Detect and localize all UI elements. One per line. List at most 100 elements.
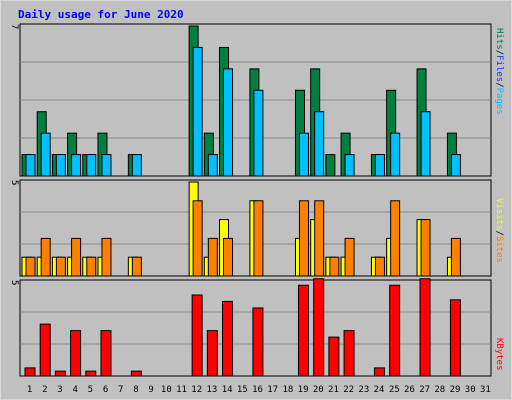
x-tick-label: 7 (118, 385, 123, 395)
legend: KBytes (494, 338, 504, 371)
bar-pages-day-20 (314, 111, 325, 177)
bar-kbytes-day-5 (85, 370, 97, 377)
bar-kbytes-day-1 (24, 367, 36, 377)
legend-hits: Hits (494, 28, 504, 50)
legend-sep: / (494, 82, 504, 87)
bar-sites-day-27 (420, 219, 431, 277)
x-tick-label: 14 (222, 385, 233, 395)
bar-pages-day-4 (71, 154, 82, 177)
x-tick-label: 12 (191, 385, 202, 395)
bar-sites-day-4 (71, 237, 82, 277)
x-tick-label: 17 (267, 385, 278, 395)
bar-kbytes-day-3 (54, 370, 66, 377)
legend-sep: / (494, 50, 504, 55)
x-tick-label: 30 (465, 385, 476, 395)
x-tick-label: 2 (42, 385, 47, 395)
bar-kbytes-day-8 (130, 370, 142, 377)
bar-pages-day-25 (390, 132, 401, 177)
bar-kbytes-day-19 (297, 284, 309, 377)
chart-title: Daily usage for June 2020 (18, 8, 184, 21)
bar-pages-day-5 (86, 154, 97, 177)
legend: Visits/Sites (494, 198, 504, 263)
bar-pages-day-22 (344, 154, 355, 177)
bar-pages-day-6 (101, 154, 112, 177)
bar-sites-day-16 (253, 200, 264, 277)
x-tick-label: 1 (27, 385, 32, 395)
bar-sites-day-22 (344, 237, 355, 277)
bar-sites-day-14 (223, 237, 234, 277)
bar-kbytes-day-29 (449, 299, 461, 377)
bar-sites-day-8 (131, 256, 142, 277)
x-tick-label: 11 (176, 385, 187, 395)
bar-pages-day-27 (420, 111, 431, 177)
legend-pages: Pages (494, 88, 504, 115)
bar-pages-day-1 (25, 154, 36, 177)
x-tick-label: 4 (72, 385, 77, 395)
legend-kbytes: KBytes (494, 338, 504, 371)
x-tick-label: 31 (480, 385, 491, 395)
bar-sites-day-24 (374, 256, 385, 277)
bar-sites-day-25 (390, 200, 401, 277)
bar-sites-day-13 (207, 237, 218, 277)
x-tick-label: 13 (206, 385, 217, 395)
bar-pages-day-12 (192, 46, 203, 177)
bar-kbytes-day-21 (328, 336, 340, 377)
bar-sites-day-19 (298, 200, 309, 277)
y-tick-label: 7 (9, 24, 19, 29)
bar-kbytes-day-13 (206, 330, 218, 377)
x-tick-label: 16 (252, 385, 263, 395)
bar-sites-day-1 (25, 256, 36, 277)
bar-pages-day-16 (253, 89, 264, 177)
bar-sites-day-29 (450, 237, 461, 277)
x-tick-label: 19 (298, 385, 309, 395)
bar-sites-day-20 (314, 200, 325, 277)
x-tick-label: 22 (343, 385, 354, 395)
bar-kbytes-day-2 (39, 323, 51, 377)
x-tick-label: 3 (57, 385, 62, 395)
legend-sites: Sites (494, 236, 504, 263)
bar-kbytes-day-6 (100, 330, 112, 377)
bar-kbytes-day-14 (222, 300, 234, 377)
bar-kbytes-day-12 (191, 294, 203, 377)
bar-sites-day-21 (329, 256, 340, 277)
x-tick-label: 10 (161, 385, 172, 395)
bar-pages-day-29 (450, 154, 461, 177)
bar-sites-day-12 (192, 200, 203, 277)
bar-pages-day-14 (223, 68, 234, 177)
bar-pages-day-24 (374, 154, 385, 177)
bar-pages-day-19 (298, 132, 309, 177)
bar-sites-day-2 (40, 237, 51, 277)
bar-kbytes-day-25 (389, 284, 401, 377)
x-tick-label: 26 (404, 385, 415, 395)
legend-sep: / (494, 231, 504, 236)
x-tick-label: 28 (434, 385, 445, 395)
bar-pages-day-13 (207, 154, 218, 177)
bar-pages-day-8 (131, 154, 142, 177)
bar-kbytes-day-24 (373, 367, 385, 377)
bar-pages-day-3 (55, 154, 66, 177)
x-tick-label: 6 (103, 385, 108, 395)
x-tick-label: 23 (358, 385, 369, 395)
bar-pages-day-2 (40, 132, 51, 177)
x-tick-label: 18 (282, 385, 293, 395)
bar-kbytes-day-4 (70, 330, 82, 377)
y-tick-label: 5 (9, 180, 19, 185)
bar-sites-day-3 (55, 256, 66, 277)
bar-kbytes-day-22 (343, 330, 355, 377)
x-tick-label: 21 (328, 385, 339, 395)
bar-kbytes-day-20 (313, 278, 325, 377)
y-tick-label: 5 (9, 280, 19, 285)
x-tick-label: 29 (450, 385, 461, 395)
legend: Hits/Files/Pages (494, 28, 504, 115)
x-tick-label: 25 (389, 385, 400, 395)
x-tick-label: 8 (133, 385, 138, 395)
legend-visits: Visits (494, 198, 504, 231)
x-tick-label: 27 (419, 385, 430, 395)
bar-sites-day-6 (101, 237, 112, 277)
x-tick-label: 15 (237, 385, 248, 395)
bar-sites-day-5 (86, 256, 97, 277)
x-tick-label: 20 (313, 385, 324, 395)
bar-kbytes-day-16 (252, 307, 264, 377)
x-tick-label: 24 (374, 385, 385, 395)
